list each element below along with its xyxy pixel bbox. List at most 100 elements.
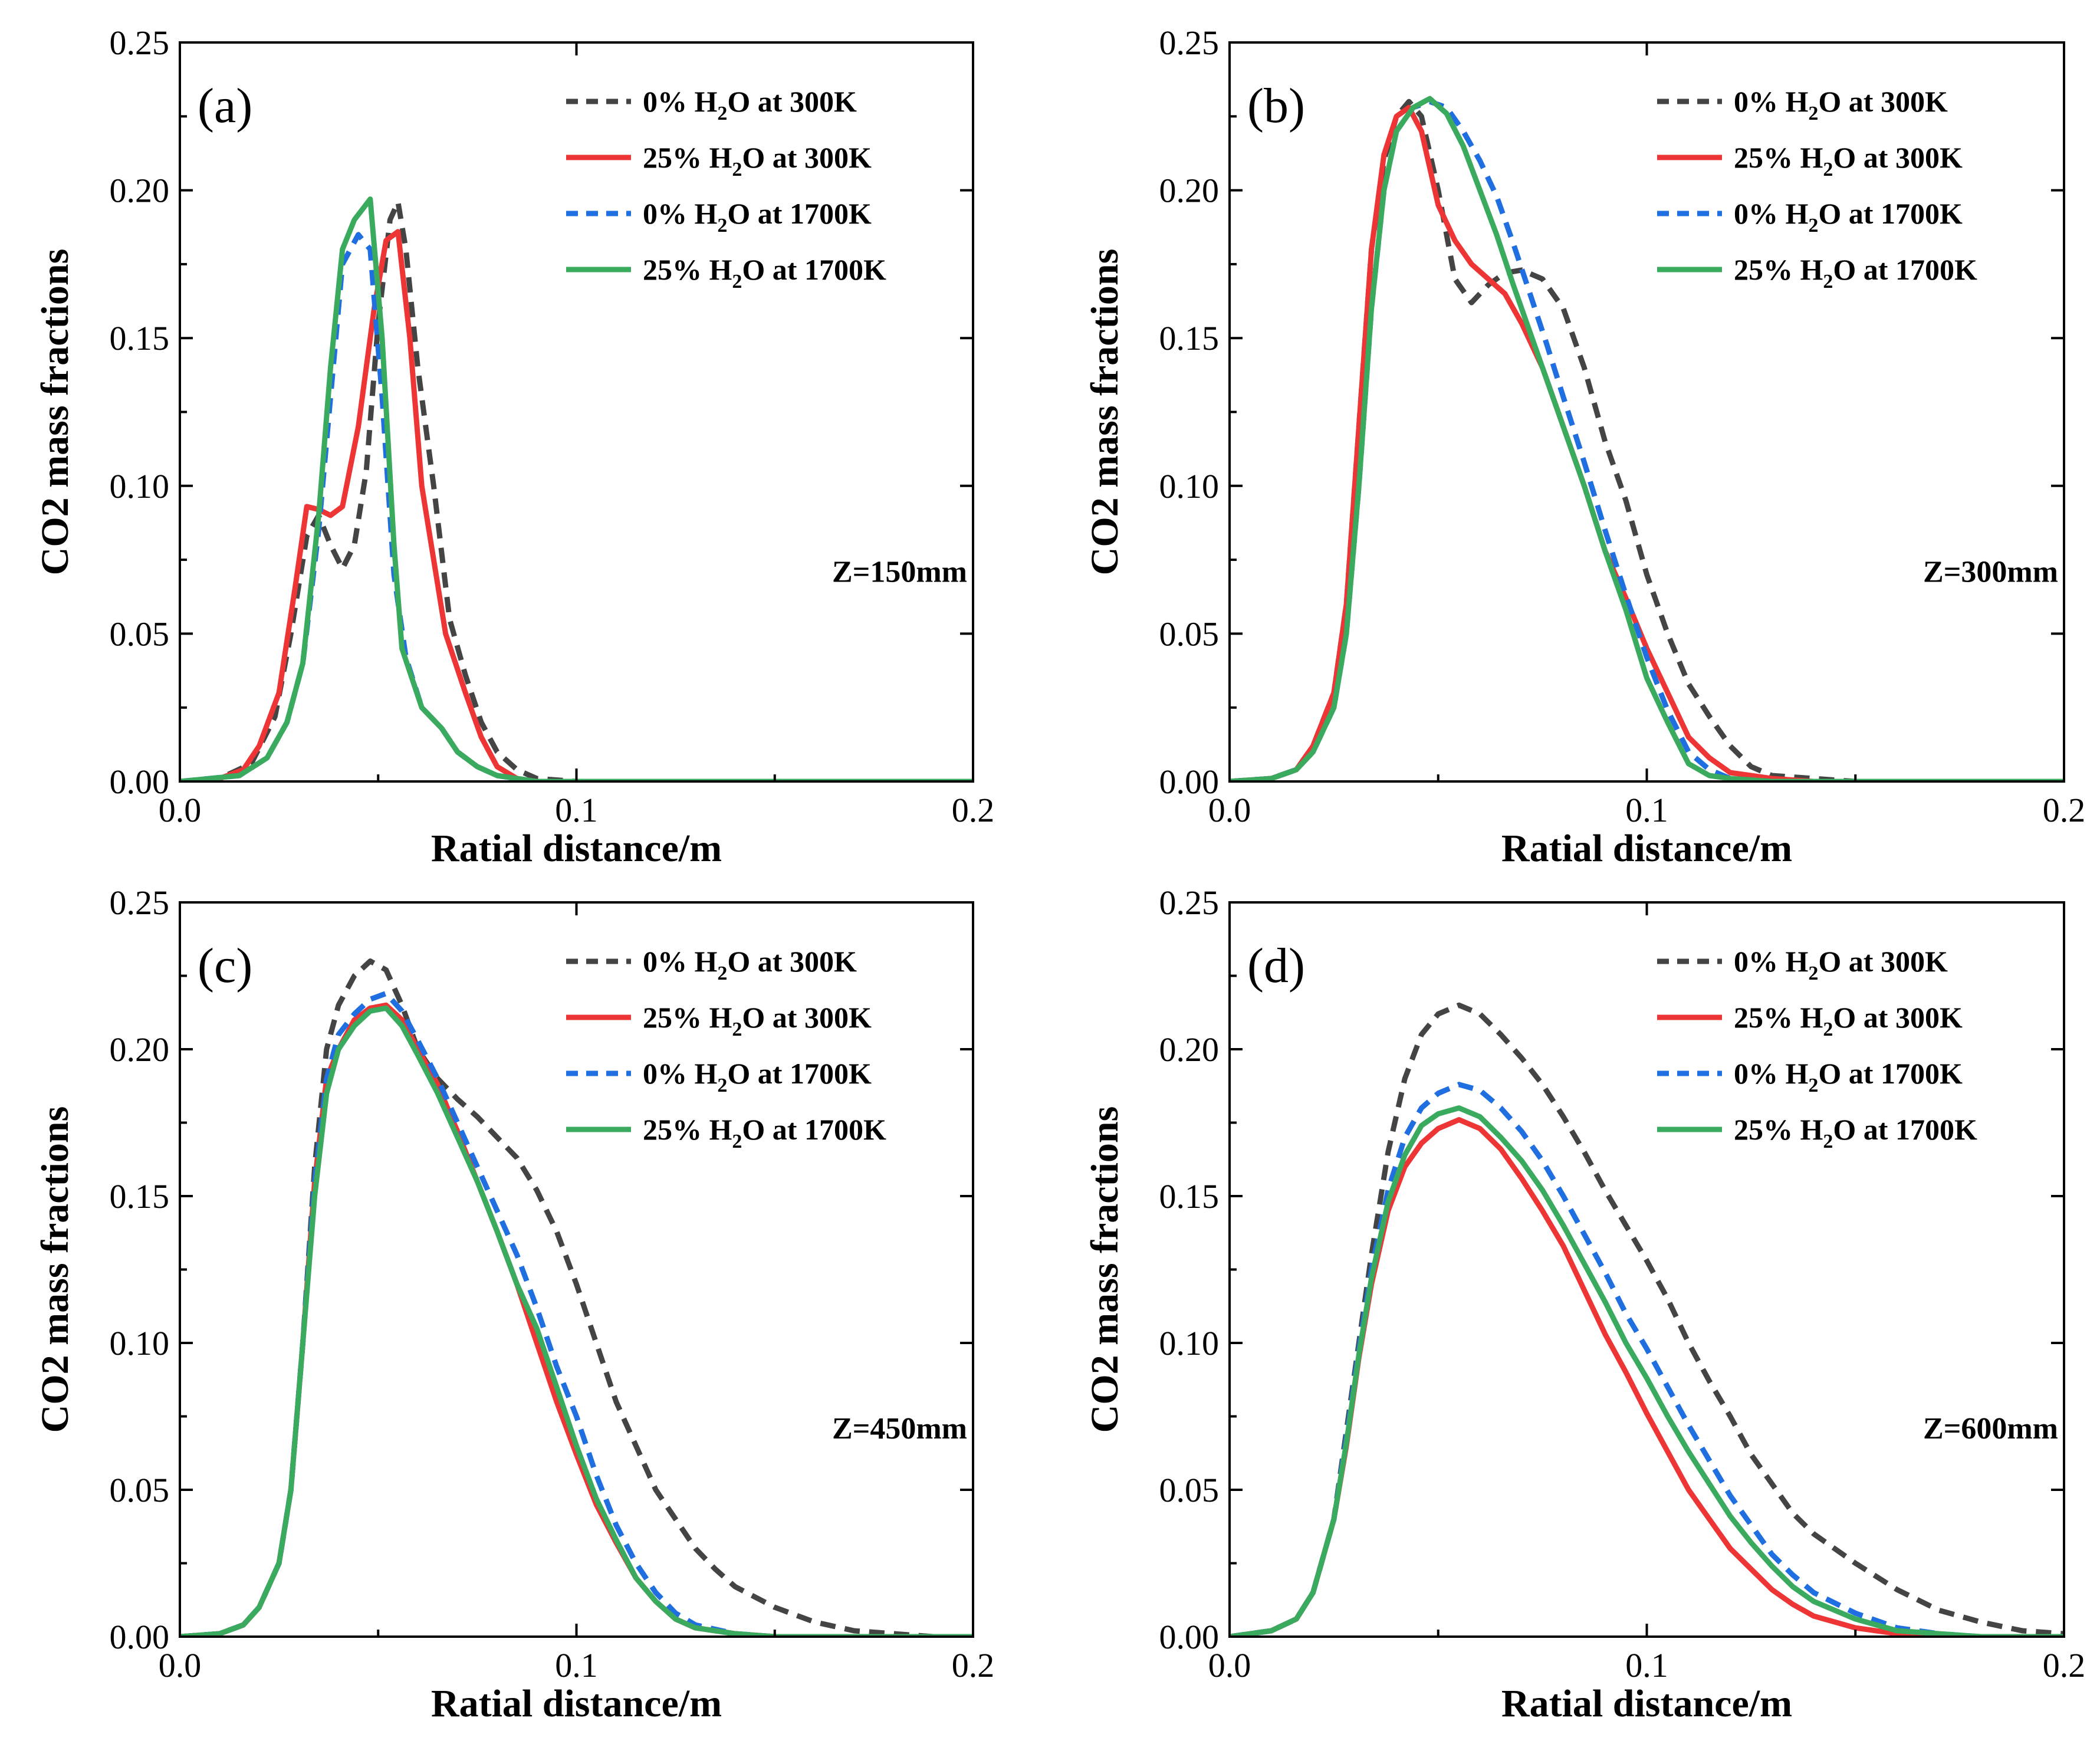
legend-text-post: O at 300K bbox=[1833, 1001, 1963, 1034]
y-axis-title: CO2 mass fractions bbox=[34, 249, 77, 576]
series-line-s3 bbox=[180, 196, 973, 781]
series-line-s3 bbox=[180, 1005, 973, 1637]
legend-entry: 0% H2O at 300K bbox=[1734, 85, 1948, 124]
panel-label: (c) bbox=[198, 938, 252, 993]
legend-text-pre: 0% H bbox=[643, 1057, 718, 1090]
y-tick-label: 0.15 bbox=[110, 1177, 170, 1216]
y-axis-title: CO2 mass fractions bbox=[34, 1106, 77, 1433]
panel-1: 0.00 0.05 0.10 0.15 0.20 0.25 0.0 0.1 0.2 Ratial … bbox=[1083, 24, 2085, 870]
panel-label: (d) bbox=[1247, 938, 1305, 993]
legend-entry: 25% H2O at 300K bbox=[1734, 1001, 1963, 1040]
x-tick-label: 0.1 bbox=[1625, 1646, 1668, 1684]
y-tick-label: 0.00 bbox=[1159, 763, 1220, 801]
legend-entry: 25% H2O at 1700K bbox=[1734, 253, 1977, 293]
legend-text-post: O at 300K bbox=[1833, 141, 1963, 174]
series-line-s3 bbox=[1230, 1105, 2064, 1637]
panel-2: 0.00 0.05 0.10 0.15 0.20 0.25 0.0 0.1 0.2 Ratial … bbox=[34, 884, 994, 1725]
legend-entry: 0% H2O at 1700K bbox=[643, 1057, 872, 1096]
legend-text-sub: 2 bbox=[732, 1019, 742, 1040]
y-tick-label: 0.10 bbox=[110, 1324, 170, 1362]
x-tick-label: 0.1 bbox=[555, 791, 598, 829]
legend-text-post: O at 1700K bbox=[742, 253, 886, 286]
legend-text-pre: 0% H bbox=[643, 85, 718, 118]
legend-entry: 0% H2O at 1700K bbox=[643, 197, 872, 237]
legend-text-post: O at 300K bbox=[727, 945, 857, 978]
legend-text-pre: 25% H bbox=[1734, 1001, 1823, 1034]
y-axis-title: CO2 mass fractions bbox=[1083, 1106, 1126, 1433]
x-axis-title: Ratial distance/m bbox=[431, 827, 722, 870]
y-tick-label: 0.05 bbox=[1159, 615, 1220, 653]
y-tick-label: 0.10 bbox=[110, 467, 170, 505]
legend-entry: 25% H2O at 1700K bbox=[643, 253, 886, 293]
x-tick-label: 0.0 bbox=[159, 791, 202, 829]
legend-entry: 25% H2O at 300K bbox=[643, 141, 872, 180]
y-tick-label: 0.20 bbox=[1159, 172, 1220, 210]
legend-text-sub: 2 bbox=[1823, 159, 1833, 180]
legend-text-pre: 25% H bbox=[1734, 1113, 1823, 1146]
legend-text-sub: 2 bbox=[732, 159, 742, 180]
legend-entry: 0% H2O at 1700K bbox=[1734, 197, 1963, 237]
y-tick-label: 0.05 bbox=[110, 615, 170, 653]
legend-text-sub: 2 bbox=[1823, 1131, 1833, 1152]
y-tick-label: 0.00 bbox=[110, 763, 170, 801]
y-tick-label: 0.05 bbox=[1159, 1471, 1220, 1509]
legend-text-post: O at 1700K bbox=[727, 197, 872, 230]
panel-0: 0.00 0.05 0.10 0.15 0.20 0.25 0.0 0.1 0.2 Ratial … bbox=[34, 24, 994, 870]
x-tick-label: 0.0 bbox=[159, 1646, 202, 1684]
legend-text-pre: 0% H bbox=[643, 197, 718, 230]
legend-text-pre: 25% H bbox=[643, 141, 732, 174]
legend-entry: 25% H2O at 300K bbox=[1734, 141, 1963, 180]
legend-text-pre: 0% H bbox=[1734, 197, 1809, 230]
legend-text-sub: 2 bbox=[1808, 215, 1818, 237]
legend-text-post: O at 300K bbox=[727, 85, 857, 118]
z-annotation: Z=300mm bbox=[1923, 556, 2058, 589]
z-annotation: Z=150mm bbox=[832, 556, 967, 589]
legend-text-sub: 2 bbox=[1823, 271, 1833, 293]
x-tick-label: 0.2 bbox=[2043, 1646, 2086, 1684]
y-tick-label: 0.25 bbox=[110, 24, 170, 62]
y-tick-label: 0.00 bbox=[110, 1618, 170, 1656]
legend-text-sub: 2 bbox=[1823, 1019, 1833, 1040]
y-tick-label: 0.10 bbox=[1159, 467, 1220, 505]
legend-text-pre: 0% H bbox=[643, 945, 718, 978]
legend-text-post: O at 300K bbox=[1818, 85, 1948, 118]
y-tick-label: 0.20 bbox=[1159, 1030, 1220, 1069]
y-tick-label: 0.25 bbox=[1159, 24, 1220, 62]
series-line-s1 bbox=[180, 229, 973, 781]
x-axis-title: Ratial distance/m bbox=[431, 1682, 722, 1725]
legend-text-sub: 2 bbox=[1808, 963, 1818, 984]
x-tick-label: 0.1 bbox=[555, 1646, 598, 1684]
x-tick-label: 0.2 bbox=[2043, 791, 2086, 829]
series-line-s3 bbox=[1230, 96, 2064, 781]
y-tick-label: 0.15 bbox=[110, 319, 170, 357]
legend-text-post: O at 300K bbox=[742, 141, 872, 174]
legend-text-pre: 25% H bbox=[643, 1113, 732, 1146]
x-tick-label: 0.0 bbox=[1208, 1646, 1251, 1684]
panel-3: 0.00 0.05 0.10 0.15 0.20 0.25 0.0 0.1 0.2 Ratial … bbox=[1083, 884, 2085, 1725]
legend-text-sub: 2 bbox=[1808, 1075, 1818, 1096]
legend-entry: 0% H2O at 1700K bbox=[1734, 1057, 1963, 1096]
legend-text-pre: 0% H bbox=[1734, 945, 1809, 978]
y-tick-label: 0.20 bbox=[110, 1030, 170, 1069]
z-annotation: Z=450mm bbox=[832, 1412, 967, 1446]
series-line-s0 bbox=[180, 199, 973, 781]
legend-text-sub: 2 bbox=[717, 103, 727, 124]
legend-text-post: O at 1700K bbox=[1833, 1113, 1977, 1146]
y-tick-label: 0.25 bbox=[1159, 884, 1220, 922]
x-tick-label: 0.2 bbox=[952, 791, 995, 829]
legend-text-pre: 25% H bbox=[1734, 253, 1823, 286]
x-axis-title: Ratial distance/m bbox=[1501, 1682, 1792, 1725]
legend-text-pre: 25% H bbox=[1734, 141, 1823, 174]
x-axis-title: Ratial distance/m bbox=[1501, 827, 1792, 870]
legend-entry: 0% H2O at 300K bbox=[1734, 945, 1948, 984]
legend-text-pre: 0% H bbox=[1734, 85, 1809, 118]
x-tick-label: 0.2 bbox=[952, 1646, 995, 1684]
legend-text-post: O at 1700K bbox=[1818, 197, 1963, 230]
y-tick-label: 0.20 bbox=[110, 172, 170, 210]
legend-text-post: O at 300K bbox=[1818, 945, 1948, 978]
legend-text-post: O at 1700K bbox=[727, 1057, 872, 1090]
legend-text-post: O at 300K bbox=[742, 1001, 872, 1034]
legend-text-sub: 2 bbox=[1808, 103, 1818, 124]
legend-entry: 25% H2O at 1700K bbox=[1734, 1113, 1977, 1152]
